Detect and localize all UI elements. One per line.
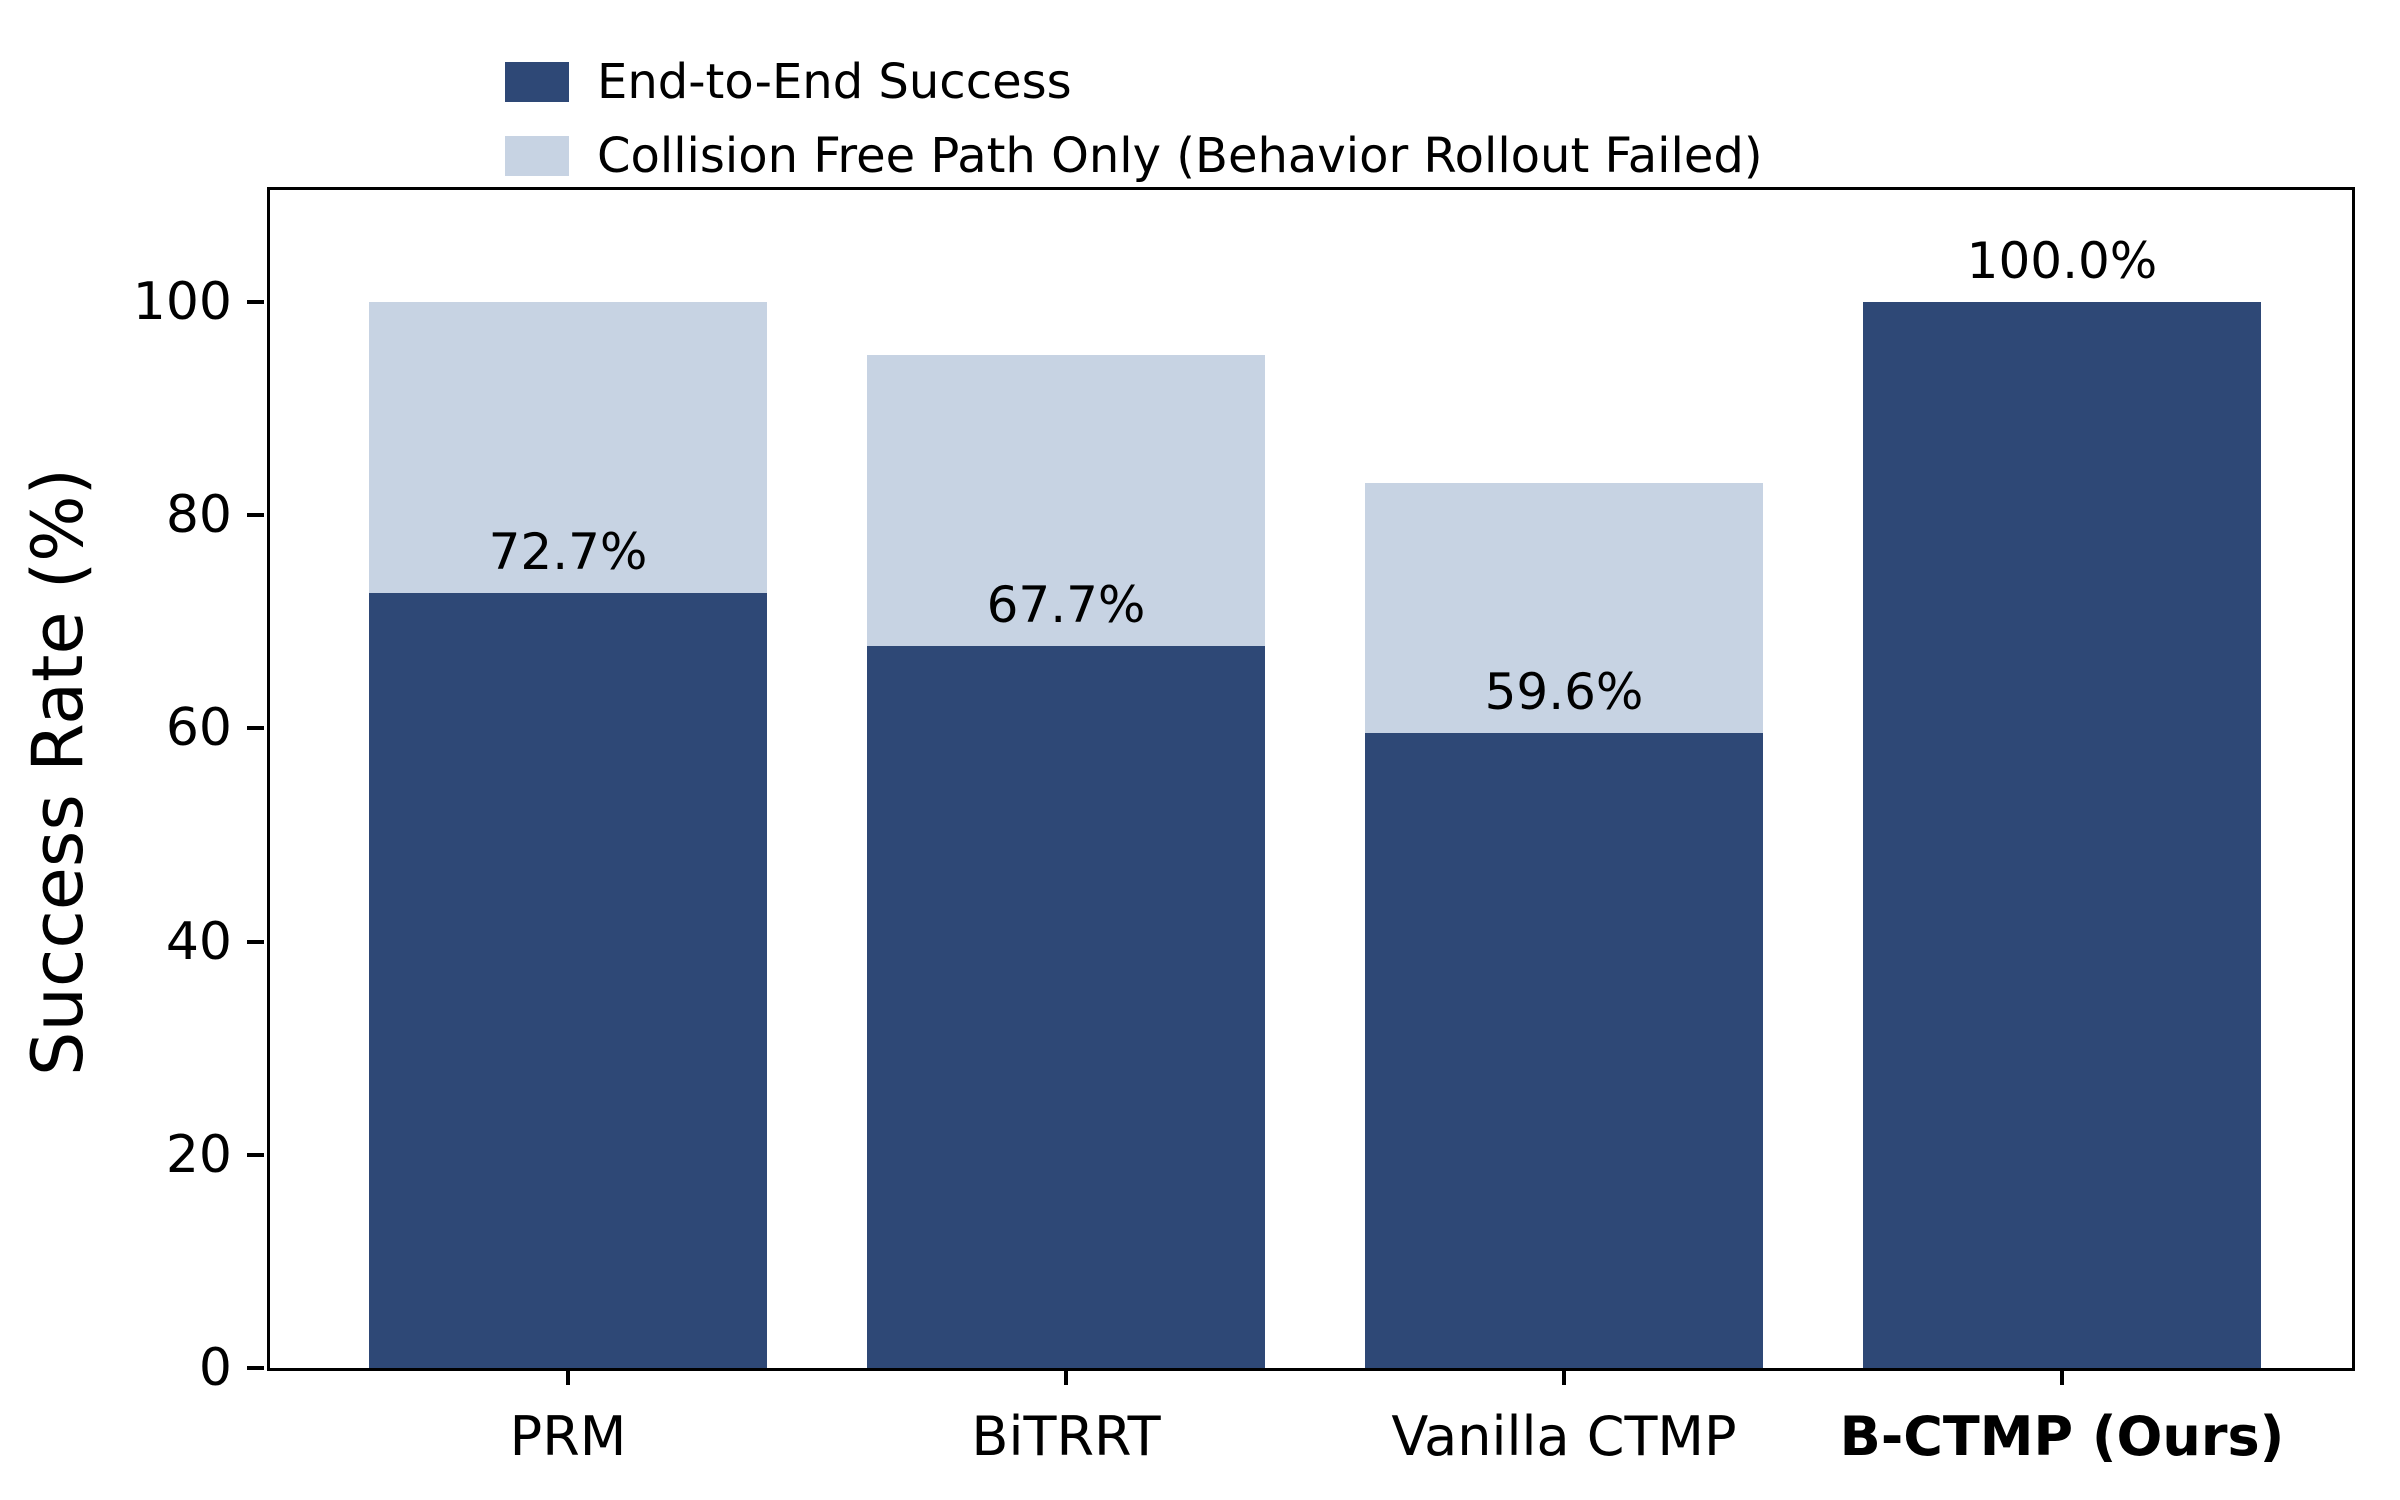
bar-segment-end-to-end [1365, 732, 1763, 1368]
legend-item: Collision Free Path Only (Behavior Rollo… [505, 132, 1763, 180]
bar-segment-collision-free-only [369, 301, 767, 593]
x-tick-mark [1064, 1368, 1068, 1385]
y-tick-mark [247, 726, 264, 731]
y-tick-label: 20 [165, 1124, 232, 1185]
legend: End-to-End Success Collision Free Path On… [505, 58, 1763, 206]
legend-label: End-to-End Success [597, 54, 1072, 110]
legend-swatch-icon [505, 136, 569, 176]
bar-value-label: 100.0% [1966, 231, 2158, 290]
x-tick-mark [2060, 1368, 2064, 1385]
y-tick-label: 40 [165, 911, 232, 972]
y-tick-mark [247, 299, 264, 304]
y-tick-label: 100 [132, 271, 232, 332]
bar-segment-end-to-end [867, 646, 1265, 1368]
y-tick-label: 60 [165, 698, 232, 759]
x-tick-label: PRM [509, 1405, 627, 1468]
bar-segment-collision-free-only [1365, 483, 1763, 733]
y-tick-mark [247, 513, 264, 518]
y-tick-mark [247, 1152, 264, 1157]
y-tick-mark [247, 939, 264, 944]
bar-segment-end-to-end [1863, 301, 2261, 1368]
legend-label: Collision Free Path Only (Behavior Rollo… [597, 128, 1763, 184]
bar-segment-collision-free-only [867, 355, 1265, 647]
x-tick-label: B-CTMP (Ours) [1839, 1405, 2285, 1468]
y-tick-mark [247, 1366, 264, 1370]
bar-segment-end-to-end [369, 592, 767, 1368]
legend-item: End-to-End Success [505, 58, 1763, 106]
x-tick-label: BiTRRT [971, 1405, 1161, 1468]
y-axis-title: Success Rate (%) [17, 468, 99, 1076]
legend-swatch-icon [505, 62, 569, 102]
x-tick-mark [1562, 1368, 1566, 1385]
x-tick-label: Vanilla CTMP [1391, 1405, 1737, 1468]
y-tick-label: 80 [165, 485, 232, 546]
bar-value-label: 72.7% [488, 522, 648, 581]
x-tick-mark [566, 1368, 570, 1385]
bar-value-label: 67.7% [986, 576, 1146, 635]
y-tick-label: 0 [198, 1338, 232, 1398]
bar-value-label: 59.6% [1484, 662, 1644, 721]
plot-area: 0 20 40 60 80 100 72.7% PRM 67.7% BiTRRT 59.6% Vani… [133, 187, 2355, 1464]
